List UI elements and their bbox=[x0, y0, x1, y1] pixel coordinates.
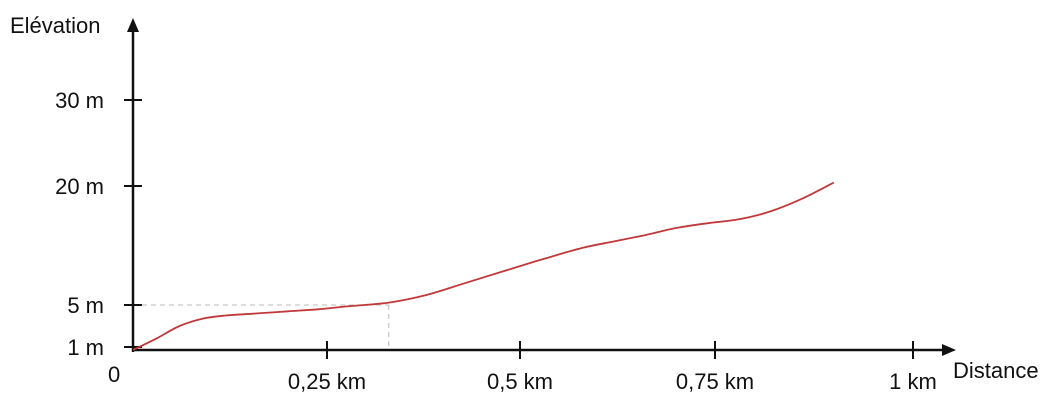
origin-label: 0 bbox=[108, 362, 120, 387]
x-tick-label: 0,25 km bbox=[288, 369, 366, 394]
x-tick-label: 0,75 km bbox=[676, 369, 754, 394]
x-tick-label: 0,5 km bbox=[487, 369, 553, 394]
y-tick-label: 5 m bbox=[67, 293, 104, 318]
series-line bbox=[132, 181, 835, 351]
y-tick-group: 1 m 5 m 20 m 30 m bbox=[55, 88, 142, 360]
x-tick-label: 1 km bbox=[889, 369, 937, 394]
y-axis-arrowhead bbox=[127, 18, 139, 32]
y-axis-label: Elévation bbox=[10, 13, 101, 38]
y-tick-label: 20 m bbox=[55, 174, 104, 199]
x-axis-arrowhead bbox=[942, 344, 956, 356]
x-tick-group: 0,25 km 0,5 km 0,75 km 1 km bbox=[288, 341, 937, 394]
y-tick-label: 30 m bbox=[55, 88, 104, 113]
x-axis-label: Distance bbox=[953, 358, 1039, 383]
y-tick-label: 1 m bbox=[67, 335, 104, 360]
